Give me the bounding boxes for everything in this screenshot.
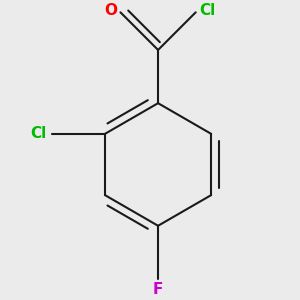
Text: F: F: [153, 282, 163, 297]
Text: O: O: [104, 3, 117, 18]
Text: Cl: Cl: [31, 126, 47, 141]
Text: Cl: Cl: [199, 3, 215, 18]
